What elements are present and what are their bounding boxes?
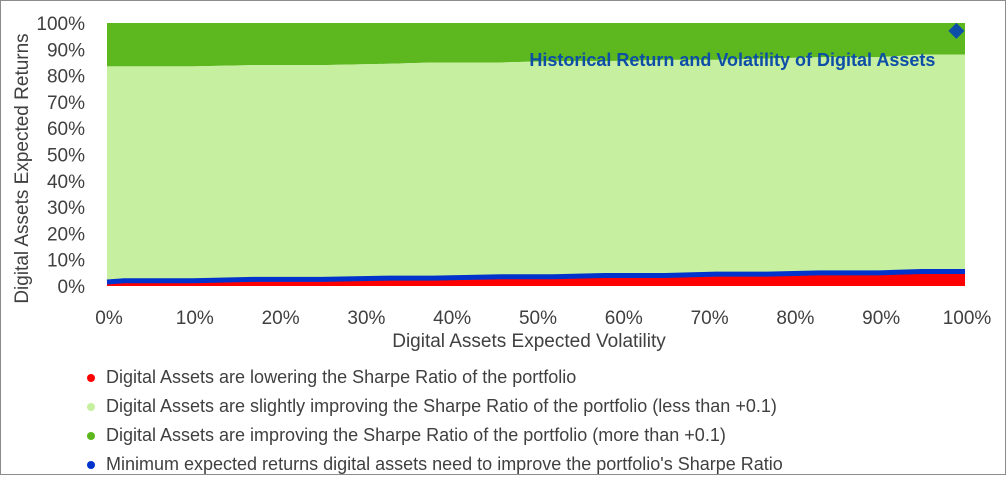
- legend-label: Digital Assets are improving the Sharpe …: [106, 425, 726, 445]
- legend-marker: [87, 431, 95, 440]
- legend-label: Digital Assets are slightly improving th…: [106, 396, 777, 416]
- y-axis-title: Digital Assets Expected Returns: [12, 33, 33, 303]
- historical-point-marker: [948, 22, 965, 39]
- legend-item: Minimum expected returns digital assets …: [87, 450, 783, 479]
- y-tick-label: 20%: [47, 224, 85, 245]
- legend-label: Minimum expected returns digital assets …: [106, 454, 783, 474]
- x-tick-label: 20%: [262, 308, 300, 329]
- y-tick-label: 70%: [47, 93, 85, 114]
- y-tick-label: 30%: [47, 198, 85, 219]
- x-tick-label: 60%: [605, 308, 643, 329]
- legend-label: Digital Assets are lowering the Sharpe R…: [106, 367, 577, 387]
- y-tick-label: 10%: [47, 251, 85, 272]
- line-minimum-expected-returns: [106, 269, 965, 285]
- legend-marker: [87, 373, 95, 382]
- x-tick-label: 10%: [176, 308, 214, 329]
- y-tick-label: 60%: [47, 119, 85, 140]
- legend-item: Digital Assets are lowering the Sharpe R…: [87, 363, 783, 392]
- x-tick-label: 40%: [433, 308, 471, 329]
- x-tick-label: 90%: [862, 308, 900, 329]
- y-tick-label: 90%: [47, 40, 85, 61]
- y-tick-label: 0%: [58, 277, 86, 298]
- legend-marker: [87, 402, 95, 411]
- x-axis-title: Digital Assets Expected Volatility: [392, 331, 666, 352]
- legend-item: Digital Assets are slightly improving th…: [87, 392, 783, 421]
- x-tick-label: 0%: [95, 308, 123, 329]
- x-tick-label: 70%: [691, 308, 729, 329]
- chart-legend: Digital Assets are lowering the Sharpe R…: [87, 363, 783, 479]
- x-tick-label: 50%: [519, 308, 557, 329]
- area-improving-more-than-0-1: [107, 23, 965, 67]
- legend-marker: [87, 460, 95, 469]
- x-tick-label: 80%: [776, 308, 814, 329]
- y-tick-label: 100%: [36, 14, 85, 35]
- x-tick-label: 30%: [347, 308, 385, 329]
- historical-point-label: Historical Return and Volatility of Digi…: [529, 50, 935, 70]
- y-tick-label: 40%: [47, 172, 85, 193]
- x-tick-label: 100%: [943, 308, 992, 329]
- legend-item: Digital Assets are improving the Sharpe …: [87, 421, 783, 450]
- chart-plot: 0% 10% 20% 30% 40% 50% 60% 70% 80% 90% 100% 0% 10% 20…: [12, 14, 992, 352]
- area-slightly-improving: [107, 54, 965, 283]
- y-tick-label: 50%: [47, 146, 85, 167]
- y-tick-label: 80%: [47, 67, 85, 88]
